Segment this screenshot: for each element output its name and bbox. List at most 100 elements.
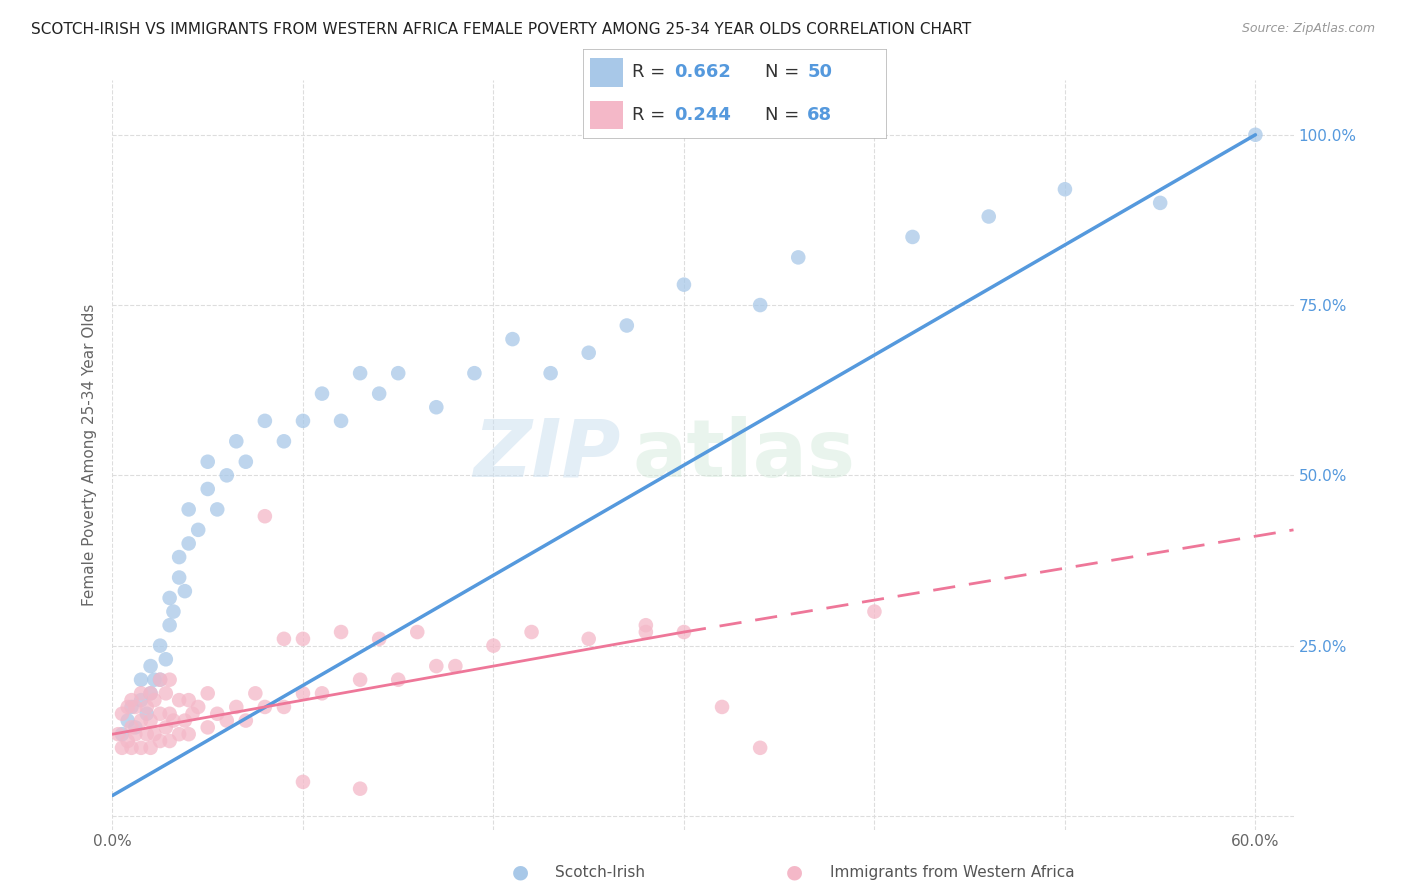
- Point: [207, 502, 229, 516]
- Point: [225, 700, 247, 714]
- Point: [121, 740, 143, 755]
- Point: [520, 625, 543, 640]
- Point: [672, 625, 695, 640]
- Point: [634, 625, 657, 640]
- Point: [977, 210, 1000, 224]
- Point: [197, 455, 219, 469]
- Point: [616, 318, 638, 333]
- Point: [578, 345, 600, 359]
- Point: [121, 720, 143, 734]
- Point: [197, 720, 219, 734]
- Text: ●: ●: [512, 863, 529, 882]
- Point: [117, 700, 139, 714]
- Point: [291, 414, 314, 428]
- Point: [129, 693, 152, 707]
- Point: [787, 251, 810, 265]
- Point: [273, 632, 295, 646]
- Point: [149, 639, 172, 653]
- Point: [159, 734, 181, 748]
- Point: [502, 332, 524, 346]
- Point: [149, 706, 172, 721]
- Point: [111, 727, 134, 741]
- Point: [1244, 128, 1267, 142]
- Text: 0.662: 0.662: [675, 63, 731, 81]
- Point: [135, 727, 157, 741]
- Point: [482, 639, 505, 653]
- FancyBboxPatch shape: [589, 58, 623, 87]
- Point: [863, 605, 886, 619]
- Point: [187, 523, 209, 537]
- Point: [124, 727, 146, 741]
- Text: SCOTCH-IRISH VS IMMIGRANTS FROM WESTERN AFRICA FEMALE POVERTY AMONG 25-34 YEAR O: SCOTCH-IRISH VS IMMIGRANTS FROM WESTERN …: [31, 22, 972, 37]
- Point: [143, 673, 166, 687]
- Point: [167, 570, 190, 584]
- Point: [187, 700, 209, 714]
- Point: [273, 434, 295, 449]
- Point: [901, 230, 924, 244]
- Point: [330, 414, 353, 428]
- Point: [406, 625, 429, 640]
- Text: R =: R =: [631, 63, 671, 81]
- Point: [311, 686, 333, 700]
- Point: [117, 734, 139, 748]
- Point: [143, 693, 166, 707]
- Point: [159, 591, 181, 605]
- Point: [207, 706, 229, 721]
- Point: [463, 366, 485, 380]
- Point: [139, 659, 162, 673]
- Point: [291, 775, 314, 789]
- Text: N =: N =: [765, 63, 804, 81]
- Point: [159, 706, 181, 721]
- Point: [273, 700, 295, 714]
- Point: [634, 618, 657, 632]
- Point: [173, 714, 195, 728]
- Point: [159, 618, 181, 632]
- Point: [121, 693, 143, 707]
- Point: [540, 366, 562, 380]
- Point: [167, 727, 190, 741]
- Text: ●: ●: [786, 863, 803, 882]
- Point: [181, 706, 204, 721]
- Point: [349, 781, 371, 796]
- Point: [291, 686, 314, 700]
- Text: Scotch-Irish: Scotch-Irish: [555, 865, 645, 880]
- Point: [143, 727, 166, 741]
- Point: [135, 700, 157, 714]
- Point: [215, 714, 238, 728]
- Point: [135, 706, 157, 721]
- Point: [167, 550, 190, 565]
- Point: [291, 632, 314, 646]
- Point: [162, 605, 184, 619]
- Point: [349, 673, 371, 687]
- Point: [124, 720, 146, 734]
- Point: [155, 652, 177, 666]
- Point: [749, 298, 772, 312]
- Point: [139, 686, 162, 700]
- Point: [129, 740, 152, 755]
- Point: [245, 686, 267, 700]
- Point: [578, 632, 600, 646]
- Point: [387, 673, 409, 687]
- Point: [387, 366, 409, 380]
- Point: [368, 386, 391, 401]
- Point: [121, 700, 143, 714]
- Point: [111, 706, 134, 721]
- Point: [139, 714, 162, 728]
- Point: [197, 482, 219, 496]
- Point: [311, 386, 333, 401]
- Point: [124, 700, 146, 714]
- Point: [139, 740, 162, 755]
- Point: [173, 584, 195, 599]
- Point: [149, 673, 172, 687]
- Point: [1149, 195, 1171, 210]
- Point: [129, 714, 152, 728]
- Point: [368, 632, 391, 646]
- Point: [149, 673, 172, 687]
- Point: [162, 714, 184, 728]
- Point: [253, 509, 276, 524]
- Point: [155, 686, 177, 700]
- Text: ZIP: ZIP: [472, 416, 620, 494]
- Point: [155, 720, 177, 734]
- Point: [444, 659, 467, 673]
- Point: [425, 659, 447, 673]
